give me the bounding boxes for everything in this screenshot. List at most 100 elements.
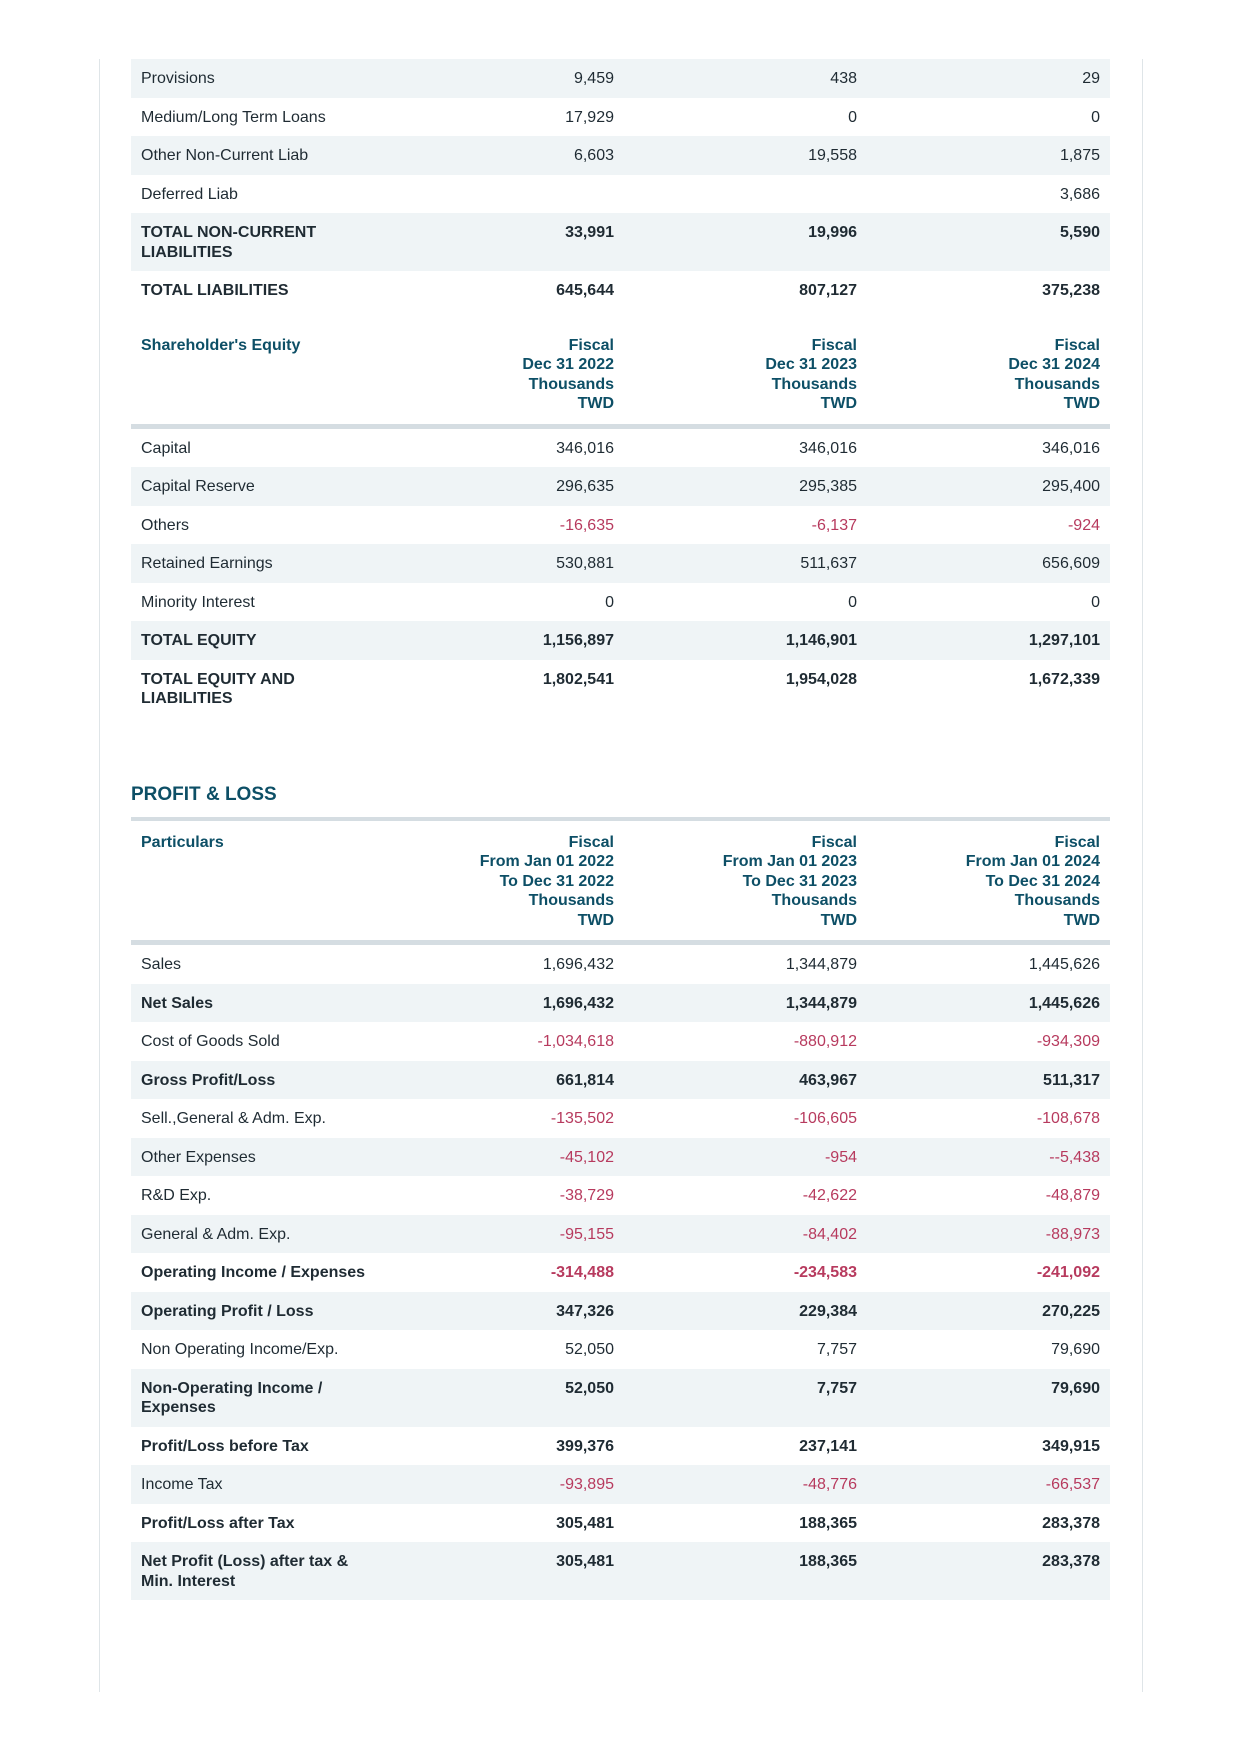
period-header: Fiscal Dec 31 2022 Thousands TWD xyxy=(522,336,614,413)
row-value: 188,365 xyxy=(624,1542,867,1600)
row-value: 5,590 xyxy=(867,213,1110,271)
table-row: Provisions 9,459 438 29 xyxy=(131,59,1110,98)
row-label: Capital xyxy=(141,439,191,457)
row-label: Minority Interest xyxy=(141,593,255,611)
table-row: General & Adm. Exp. -95,155 -84,402 -88,973 xyxy=(131,1214,1110,1253)
row-value: -241,092 xyxy=(1036,1264,1100,1281)
row-label: Other Non-Current Liab xyxy=(131,136,381,175)
row-label: General & Adm. Exp. xyxy=(131,1214,381,1253)
row-value: -924 xyxy=(1067,516,1100,534)
period-header: Fiscal From Jan 01 2023 To Dec 31 2023 T… xyxy=(722,833,857,929)
row-value: 346,016 xyxy=(799,439,857,457)
row-value: 270,225 xyxy=(867,1291,1110,1330)
row-label: TOTAL LIABILITIES xyxy=(141,282,289,299)
table-row: Capital Reserve 296,635 295,385 295,400 xyxy=(131,467,1110,506)
row-value: 346,016 xyxy=(556,439,614,457)
page-border-left xyxy=(99,59,100,1692)
row-value: 1,156,897 xyxy=(381,621,624,660)
row-label: Net Sales xyxy=(131,983,381,1022)
row-value: -954 xyxy=(624,1137,867,1176)
row-value: 807,127 xyxy=(799,282,857,299)
row-value: 79,690 xyxy=(867,1368,1110,1427)
row-value: 296,635 xyxy=(381,467,624,506)
table-row: Non Operating Income/Exp. 52,050 7,757 79,6… xyxy=(131,1330,1110,1369)
table-row: Profit/Loss after Tax 305,481 188,365 283,3… xyxy=(131,1504,1110,1543)
table-row: Sales 1,696,432 1,344,879 1,445,626 xyxy=(131,945,1110,984)
row-value: 645,644 xyxy=(556,282,614,299)
row-value: 7,757 xyxy=(816,1341,857,1358)
table-row: Operating Profit / Loss 347,326 229,384 270… xyxy=(131,1291,1110,1330)
page-border-right xyxy=(1142,59,1143,1692)
row-value: 7,757 xyxy=(624,1368,867,1427)
row-value: 1,146,901 xyxy=(624,621,867,660)
row-value: -108,678 xyxy=(1036,1110,1100,1127)
row-value: 1,672,339 xyxy=(1028,670,1100,688)
row-value: 349,915 xyxy=(1042,1437,1100,1455)
row-value: 1,802,541 xyxy=(542,670,614,688)
row-label: Deferred Liab xyxy=(141,185,238,203)
row-value: 0 xyxy=(848,593,857,611)
section-divider xyxy=(131,816,1110,821)
table-row: Operating Income / Expenses -314,488 -234,… xyxy=(131,1253,1110,1292)
row-value: -93,895 xyxy=(381,1465,624,1504)
row-value: 1,445,626 xyxy=(1028,956,1100,973)
row-value: 79,690 xyxy=(1051,1341,1100,1358)
row-value: -45,102 xyxy=(381,1137,624,1176)
table-row: Capital 346,016 346,016 346,016 xyxy=(131,429,1110,468)
row-value: -1,034,618 xyxy=(537,1033,614,1050)
row-value: 1,344,879 xyxy=(624,983,867,1022)
table-row: Deferred Liab 3,686 xyxy=(131,175,1110,214)
row-value: 19,558 xyxy=(624,136,867,175)
row-value: 463,967 xyxy=(624,1060,867,1099)
row-value: 0 xyxy=(848,108,857,126)
row-value: 511,317 xyxy=(867,1060,1110,1099)
row-value: 305,481 xyxy=(381,1542,624,1600)
row-label: TOTAL EQUITY xyxy=(131,621,381,660)
row-value: 347,326 xyxy=(381,1291,624,1330)
header-divider xyxy=(131,940,1110,945)
row-value: --5,438 xyxy=(867,1137,1110,1176)
table-row: Sell.,General & Adm. Exp. -135,502 -106,60… xyxy=(131,1099,1110,1138)
row-value: 511,637 xyxy=(624,544,867,583)
row-value: 1,445,626 xyxy=(867,983,1110,1022)
row-value: 1,696,432 xyxy=(381,983,624,1022)
row-value: 305,481 xyxy=(556,1514,614,1532)
row-value: 19,996 xyxy=(624,213,867,271)
row-label: Sell.,General & Adm. Exp. xyxy=(141,1110,326,1127)
row-value: -84,402 xyxy=(624,1214,867,1253)
row-value: 1,696,432 xyxy=(542,956,614,973)
row-value: 661,814 xyxy=(381,1060,624,1099)
row-value: 9,459 xyxy=(381,59,624,98)
row-value: -66,537 xyxy=(867,1465,1110,1504)
row-value: 1,875 xyxy=(867,136,1110,175)
table-row: Net Profit (Loss) after tax & Min. Inter… xyxy=(131,1542,1110,1600)
row-value: 1,297,101 xyxy=(867,621,1110,660)
row-value: 52,050 xyxy=(565,1341,614,1358)
divider xyxy=(131,423,1110,429)
row-value: -95,155 xyxy=(381,1214,624,1253)
row-value: -314,488 xyxy=(550,1264,614,1281)
row-value: -88,973 xyxy=(867,1214,1110,1253)
table-row: Gross Profit/Loss 661,814 463,967 511,317 xyxy=(131,1060,1110,1099)
row-value: 33,991 xyxy=(381,213,624,271)
row-value xyxy=(624,175,867,214)
row-value: -16,635 xyxy=(559,516,614,534)
row-value: 283,378 xyxy=(867,1542,1110,1600)
row-label: Non Operating Income/Exp. xyxy=(141,1341,339,1358)
row-value: -42,622 xyxy=(802,1187,857,1204)
row-label: Provisions xyxy=(131,59,381,98)
row-value: 283,378 xyxy=(1042,1514,1100,1532)
header-label: Shareholder's Equity xyxy=(141,336,301,354)
period-header: Fiscal Dec 31 2024 Thousands TWD xyxy=(1008,336,1100,413)
row-value: 6,603 xyxy=(381,136,624,175)
row-value: -48,879 xyxy=(1045,1187,1100,1204)
row-label: Operating Profit / Loss xyxy=(131,1291,381,1330)
row-value xyxy=(381,175,624,214)
row-value: 0 xyxy=(1091,108,1100,126)
column-header-row: Shareholder's Equity Fiscal Dec 31 2022 T… xyxy=(131,324,1110,424)
table-row: R&D Exp. -38,729 -42,622 -48,879 xyxy=(131,1176,1110,1215)
row-label: Cost of Goods Sold xyxy=(141,1033,280,1050)
row-value: 1,344,879 xyxy=(785,956,857,973)
row-value: 1,954,028 xyxy=(785,670,857,688)
row-label: Income Tax xyxy=(131,1465,381,1504)
